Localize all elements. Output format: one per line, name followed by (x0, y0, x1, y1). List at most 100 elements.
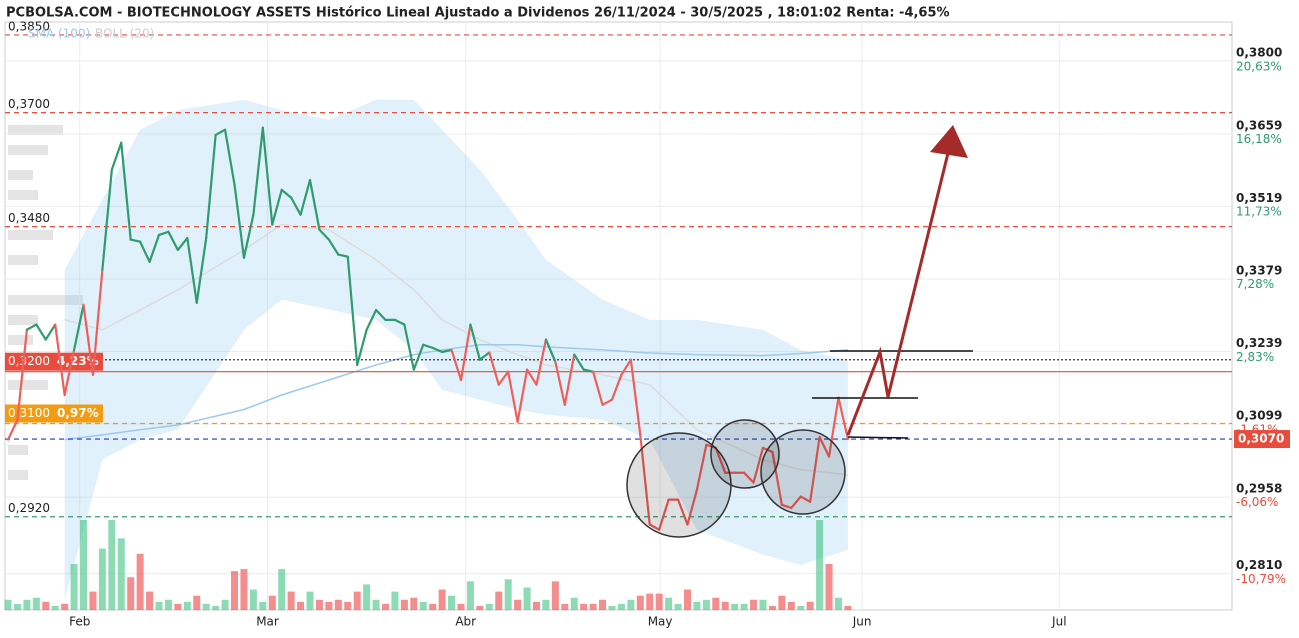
price-segment (837, 396, 850, 441)
price-segment (82, 303, 95, 376)
price-segment (658, 498, 670, 531)
price-segment (639, 433, 651, 526)
volume-bar (834, 597, 842, 610)
volume-bar (693, 601, 701, 610)
volume-bar (627, 599, 635, 610)
level-label: 0,3700 (8, 97, 50, 111)
price-segment (714, 446, 727, 474)
price-segment (469, 323, 481, 361)
volume-bar (504, 579, 512, 610)
price-segment (516, 368, 529, 424)
volume-bar (127, 577, 135, 610)
volume-bar (646, 593, 654, 610)
price-segment (450, 348, 463, 382)
volume-bar (363, 584, 371, 610)
volume-bar (551, 581, 559, 610)
volume-bar (806, 601, 814, 610)
price-segment (271, 188, 283, 226)
price-segment (374, 308, 387, 321)
price-segment (16, 328, 28, 421)
price-segment (25, 323, 38, 331)
volume-bar (164, 599, 172, 610)
volume-bar (655, 593, 663, 610)
level-label: 0,3480 (8, 211, 50, 225)
volume-bar (315, 599, 323, 610)
price-segment (63, 348, 76, 397)
volume-bar (712, 597, 720, 610)
volume-bar (580, 603, 588, 610)
price-segment (101, 168, 113, 271)
price-segment (573, 353, 585, 371)
volume-bar (589, 603, 597, 610)
y2-tick-label: 7,28% (1236, 277, 1274, 291)
volume-bar (108, 520, 116, 610)
y-tick-label: 0,3519 (1236, 191, 1282, 205)
level-box (5, 352, 103, 371)
price-segment (752, 446, 765, 484)
volume-bar (334, 599, 342, 610)
price-segment (459, 323, 472, 382)
y2-tick-label: 11,73% (1236, 205, 1282, 219)
level-label: 0,3200 (8, 354, 50, 368)
price-segment (157, 230, 170, 237)
price-segment (6, 418, 19, 441)
price-segment (441, 348, 453, 354)
price-segment (695, 443, 708, 491)
volume-bar (61, 603, 69, 610)
volume-bar (721, 601, 729, 610)
price-segment (205, 133, 217, 240)
volume-bar (674, 603, 682, 610)
price-segment (610, 373, 623, 401)
level-box (5, 404, 103, 423)
level-label: 0,3850 (8, 19, 50, 33)
price-segment (120, 141, 132, 241)
y-tick-label: 0,3239 (1236, 336, 1282, 350)
volume-bar (202, 603, 210, 610)
price-segment (356, 328, 368, 367)
price-segment (214, 128, 227, 137)
volume-bar (344, 601, 352, 610)
volume-bar (457, 603, 465, 610)
volume-bar (51, 605, 59, 610)
y2-tick-label: -10,79% (1236, 572, 1286, 586)
price-segment (686, 488, 699, 526)
volume-bar (193, 595, 201, 610)
price-segment (110, 141, 123, 171)
y-tick-label: 0,3379 (1236, 263, 1282, 277)
volume-bar (561, 603, 569, 610)
price-segment (582, 368, 595, 373)
level-label: 0,2920 (8, 501, 50, 515)
volume-bar (306, 591, 314, 610)
volume-bar (448, 595, 456, 610)
price-segment (827, 396, 840, 458)
price-segment (299, 178, 312, 216)
volume-bar (617, 603, 625, 610)
price-segment (308, 178, 321, 231)
y-tick-label: 0,2810 (1236, 558, 1282, 572)
volume-bar (599, 599, 607, 610)
price-segment (771, 450, 783, 506)
price-segment (129, 238, 142, 243)
level-label: 0,3100 (8, 406, 50, 420)
y-tick-label: 0,3099 (1236, 409, 1282, 423)
volume-bar (683, 589, 691, 610)
volume-bar (825, 563, 833, 610)
price-segment (620, 358, 632, 376)
volume-bar (259, 601, 267, 610)
volume-bar (759, 599, 767, 610)
volume-bar (23, 599, 31, 610)
volume-bar (42, 601, 50, 610)
volume-bar (532, 601, 540, 610)
volume-bar (768, 605, 776, 610)
volume-bar (523, 587, 531, 610)
volume-bar (731, 603, 739, 610)
volume-bar (542, 599, 550, 610)
volume-bar (816, 520, 824, 610)
volume-bar (297, 601, 305, 610)
price-segment (35, 323, 47, 341)
volume-bar (212, 605, 220, 610)
volume-bar (183, 601, 191, 610)
price-segment (799, 495, 812, 503)
volume-bar (287, 591, 295, 610)
price-segment (478, 351, 491, 361)
